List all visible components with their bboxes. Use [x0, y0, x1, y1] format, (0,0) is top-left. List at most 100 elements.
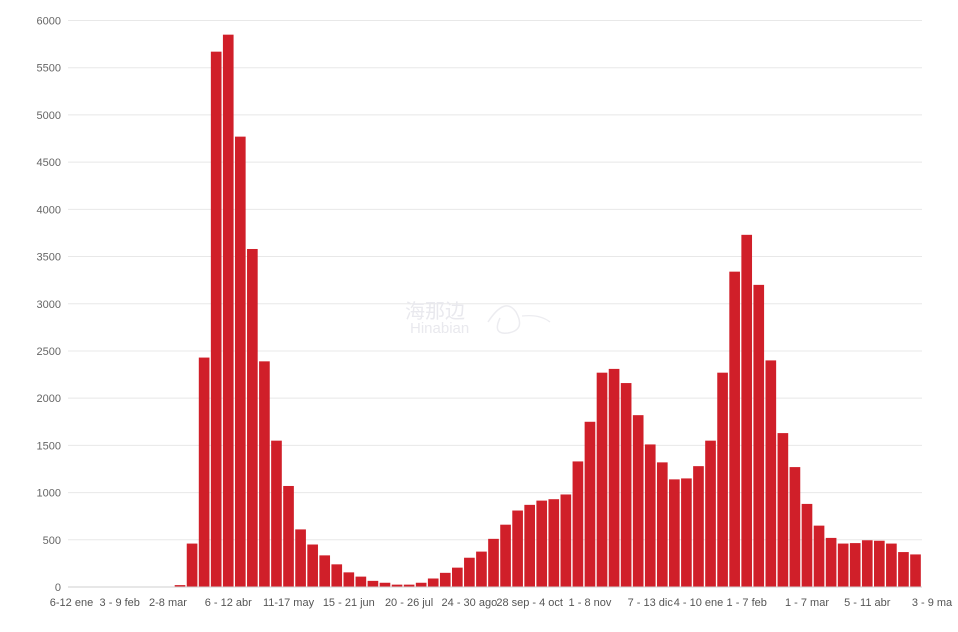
bar [632, 415, 644, 587]
y-axis-ticks: 0 500 1000 1500 2000 2500 3000 3500 4000 4500 5000… [37, 16, 61, 595]
bar [584, 421, 596, 587]
x-tick-label: 1 - 8 nov [569, 597, 612, 609]
y-tick-label: 2000 [37, 393, 61, 405]
x-tick-label: 24 - 30 ago [442, 597, 498, 609]
bar [681, 478, 692, 587]
bar [837, 543, 849, 587]
bar [247, 248, 258, 587]
x-tick-label: 15 - 21 jun [323, 597, 375, 609]
bar [476, 551, 487, 587]
bar [524, 504, 535, 587]
bar [874, 540, 885, 587]
bar [439, 572, 451, 587]
x-tick-label: 4 - 10 ene [674, 597, 724, 609]
y-tick-label: 3000 [37, 299, 61, 311]
y-tick-label: 2500 [37, 346, 61, 358]
bar [283, 485, 294, 587]
bar [367, 580, 379, 587]
bar [331, 564, 343, 587]
bar [886, 543, 897, 587]
bar [222, 34, 234, 588]
bar [512, 510, 523, 587]
bar [536, 500, 548, 587]
x-tick-label: 5 - 11 abr [844, 597, 891, 609]
bar [669, 479, 680, 587]
bar [452, 567, 463, 587]
y-tick-label: 1500 [37, 440, 61, 452]
bar [198, 357, 210, 587]
bar [500, 524, 511, 587]
watermark-text-cn: 海那边 [405, 299, 465, 323]
watermark-swoosh-icon [487, 305, 521, 334]
y-tick-label: 3500 [37, 252, 61, 264]
y-tick-label: 4000 [37, 204, 61, 216]
watermark-swoosh-tail-icon [521, 315, 551, 323]
bar [729, 271, 740, 587]
bar [295, 529, 306, 587]
bar [427, 578, 439, 587]
bar [777, 433, 789, 587]
x-tick-label: 11-17 may [263, 597, 315, 609]
bar [910, 554, 921, 587]
x-tick-label: 1 - 7 feb [727, 597, 767, 609]
bar [379, 582, 391, 587]
bar [741, 234, 753, 587]
bar [861, 540, 873, 587]
bar [620, 383, 632, 587]
bar [186, 543, 198, 587]
y-tick-label: 0 [55, 582, 61, 594]
bar [355, 576, 367, 587]
x-axis-ticks: 6-12 ene 3 - 9 feb 2-8 mar 6 - 12 abr 11-17 … [50, 597, 953, 609]
bar [596, 372, 608, 587]
watermark-text-en: Hinabian [410, 320, 469, 337]
bar [403, 584, 415, 587]
bar [234, 136, 246, 587]
bar [210, 51, 222, 588]
bar [849, 543, 861, 587]
x-tick-label: 1 - 7 mar [785, 597, 829, 609]
bar [572, 461, 584, 587]
watermark: 海那边 Hinabian [405, 299, 551, 337]
bar [693, 466, 704, 587]
bar [307, 544, 318, 587]
bar [560, 494, 572, 587]
y-tick-label: 5500 [37, 63, 61, 75]
x-tick-label: 2-8 mar [149, 597, 187, 609]
bar [717, 372, 728, 587]
x-tick-label: 3 - 9 feb [100, 597, 140, 609]
y-tick-label: 4500 [37, 157, 61, 169]
y-tick-label: 500 [43, 535, 61, 547]
y-tick-label: 6000 [37, 16, 61, 28]
bar [898, 552, 909, 587]
bar [789, 467, 801, 587]
bar [259, 361, 270, 587]
bar [813, 525, 825, 587]
bar [174, 585, 186, 587]
x-tick-label: 3 - 9 ma [912, 597, 953, 609]
bar [319, 555, 331, 587]
gridlines [68, 20, 922, 541]
y-tick-label: 1000 [37, 488, 61, 500]
bar [705, 440, 716, 587]
bar [488, 538, 499, 587]
x-tick-label: 7 - 13 dic [628, 597, 674, 609]
bar [415, 582, 427, 587]
bar [825, 537, 837, 587]
bar [391, 584, 403, 587]
bar [271, 440, 282, 587]
bar [608, 368, 620, 587]
bar [656, 462, 668, 587]
x-tick-label: 6-12 ene [50, 597, 93, 609]
bar [548, 499, 560, 587]
x-tick-label: 6 - 12 abr [205, 597, 252, 609]
bar [644, 444, 656, 587]
y-tick-label: 5000 [37, 110, 61, 122]
x-tick-label: 20 - 26 jul [385, 597, 433, 609]
bar [343, 572, 355, 587]
bar [753, 284, 765, 587]
x-tick-label: 28 sep - 4 oct [496, 597, 563, 609]
bar [765, 360, 777, 587]
bar [801, 503, 813, 587]
bar [464, 557, 475, 587]
